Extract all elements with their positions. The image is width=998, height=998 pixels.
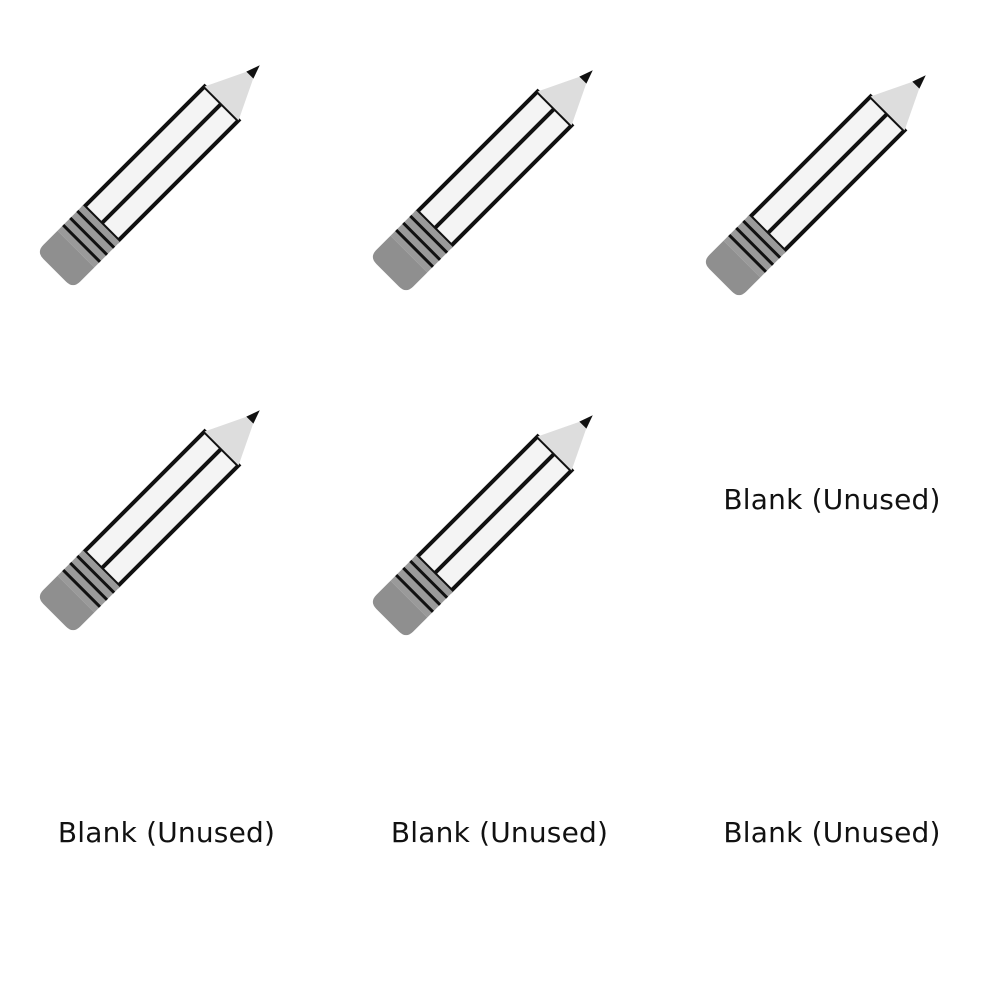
pencil-icon: [39, 65, 260, 286]
pencil-tile-2: [333, 0, 666, 333]
blank-unused-label: Blank (Unused): [57, 815, 276, 849]
blank-unused-label: Blank (Unused): [723, 483, 941, 516]
pencil-icon: [372, 70, 593, 291]
pencil-icon: [39, 410, 260, 631]
blank-tile-3: Blank (Unused): [333, 666, 666, 998]
blank-tile-1: Blank (Unused): [666, 333, 998, 666]
pencil-tile-3: [666, 0, 998, 333]
blank-unused-label: Blank (Unused): [723, 815, 941, 849]
pencil-tile-5: [333, 333, 666, 666]
pencil-tile-1: [0, 0, 333, 333]
blank-unused-label: Blank (Unused): [390, 815, 609, 849]
pencil-icon: [372, 415, 593, 636]
pencil-icon: [705, 75, 926, 296]
blank-tile-4: Blank (Unused): [666, 666, 998, 998]
blank-tile-2: Blank (Unused): [0, 666, 333, 998]
pencil-tile-4: [0, 333, 333, 666]
